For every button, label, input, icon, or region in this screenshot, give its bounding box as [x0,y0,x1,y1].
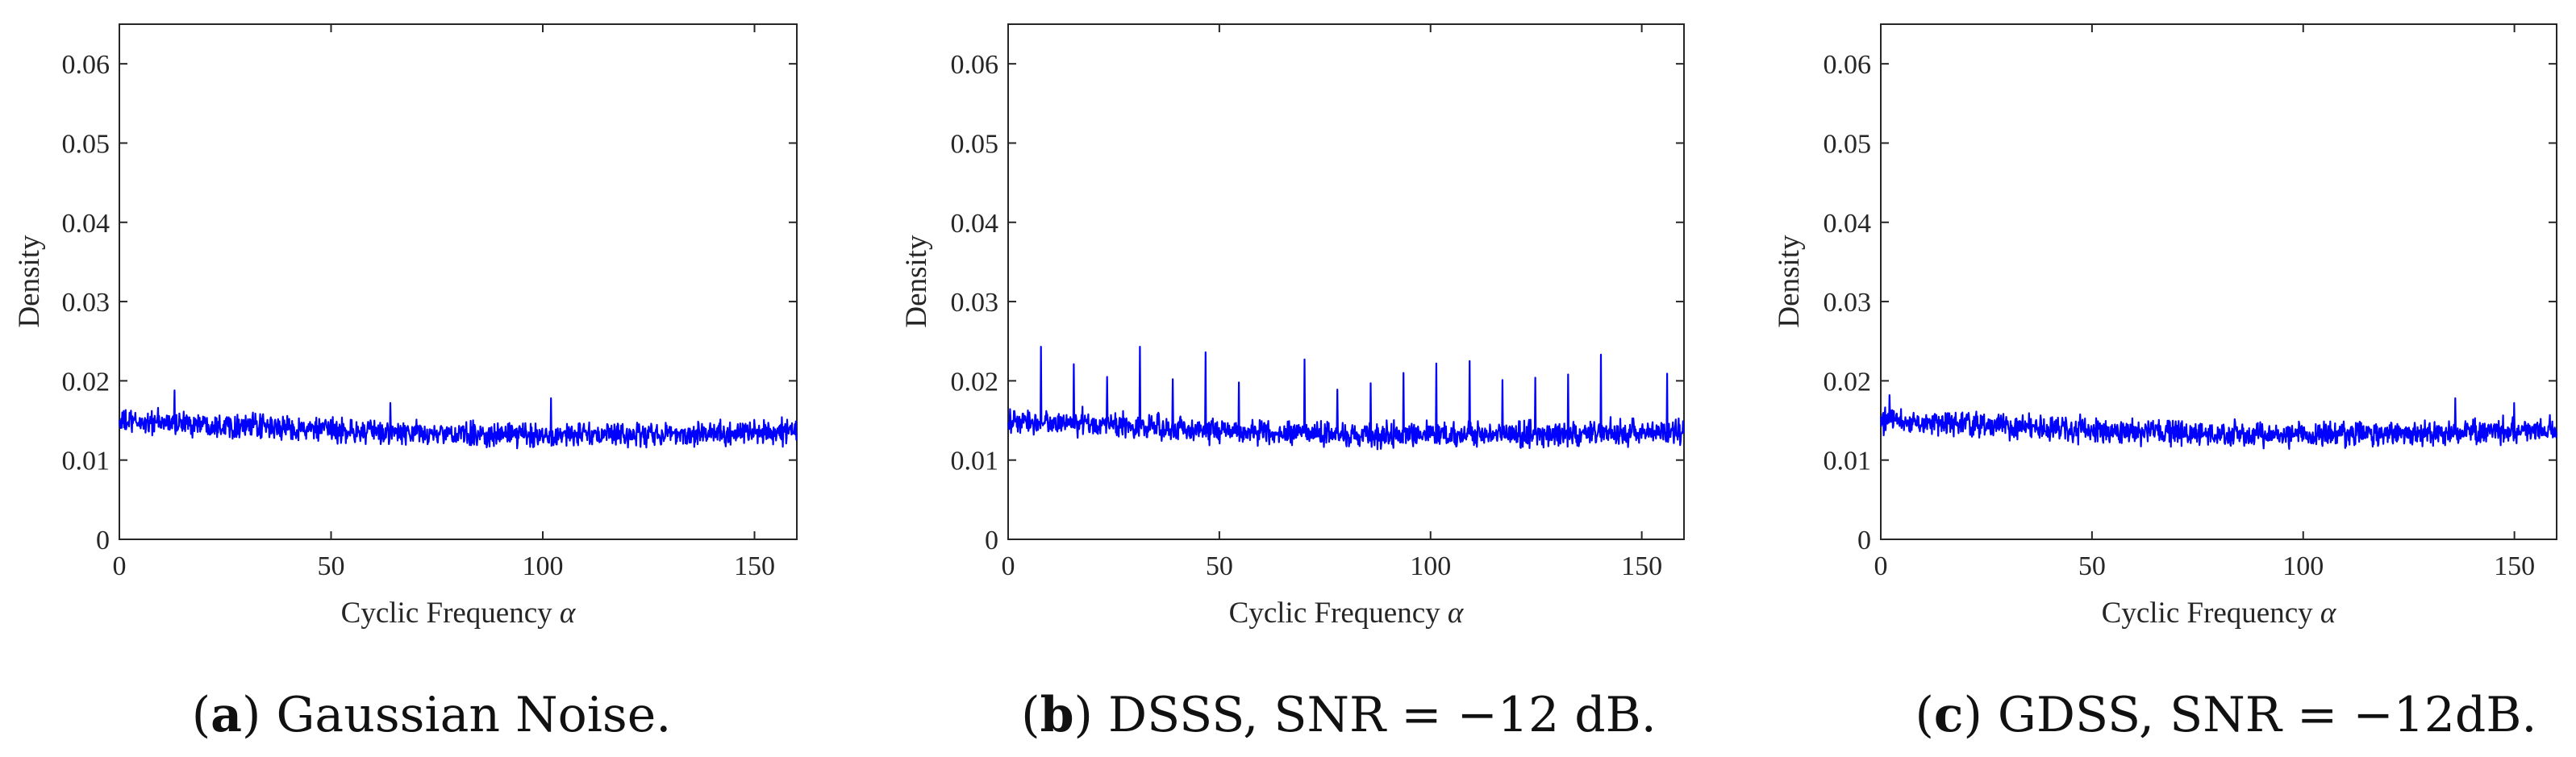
y-tick-label: 0.02 [1824,367,1872,397]
x-tick-label: 0 [1874,551,1888,581]
y-axis-label: Density [13,235,46,328]
caption: (b) DSSS, SNR = −12 dB. [1021,687,1657,743]
plot-frame [1880,23,2557,540]
y-axis-label: Density [1773,235,1806,328]
caption: (c) GDSS, SNR = −12dB. [1915,687,2536,743]
y-tick-label: 0.03 [1824,288,1872,318]
y-tick-label: 0 [96,526,110,555]
y-tick-label: 0.02 [62,367,110,397]
x-tick-label: 150 [1621,551,1662,581]
caption: (a) Gaussian Noise. [192,687,672,743]
y-tick-label: 0.04 [62,209,110,239]
y-ticks: 0 0.01 0.02 0.03 0.04 0.05 0.06 [951,50,1684,555]
x-tick-label: 100 [1410,551,1451,581]
y-tick-label: 0.06 [1824,50,1872,80]
x-tick-label: 0 [1002,551,1015,581]
y-tick-label: 0.06 [62,50,110,80]
y-ticks: 0 0.01 0.02 0.03 0.04 0.05 0.06 [62,50,797,555]
y-tick-label: 0.03 [951,288,999,318]
x-tick-label: 0 [113,551,127,581]
y-tick-label: 0.04 [951,209,999,239]
x-tick-label: 50 [1206,551,1233,581]
y-tick-label: 0 [1857,526,1871,555]
x-tick-label: 150 [2494,551,2535,581]
x-axis-label: Cyclic Frequency α [2102,597,2337,630]
plot-frame [119,23,798,540]
x-ticks: 0 50 100 150 [113,24,775,581]
x-tick-label: 100 [523,551,564,581]
x-ticks: 0 50 100 150 [1874,24,2535,581]
panel-a: 0 50 100 150 0 0.01 0.02 0.03 0.04 0.05 0.06 Cycl… [13,23,798,743]
panel-b: 0 50 100 150 0 0.01 0.02 0.03 0.04 0.05 0.06 Cycl… [900,23,1686,743]
y-ticks: 0 0.01 0.02 0.03 0.04 0.05 0.06 [1824,50,2557,555]
y-axis-label: Density [900,235,933,328]
y-tick-label: 0.02 [951,367,999,397]
y-tick-label: 0.05 [951,129,999,159]
plot-frame [1007,23,1685,540]
y-tick-label: 0.06 [951,50,999,80]
y-tick-label: 0.01 [951,447,999,476]
series-line [1007,346,1686,451]
x-tick-label: 100 [2282,551,2324,581]
y-tick-label: 0.01 [1824,447,1872,476]
y-tick-label: 0.05 [62,129,110,159]
x-tick-label: 50 [2078,551,2106,581]
panel-c: 0 50 100 150 0 0.01 0.02 0.03 0.04 0.05 0.06 Cycl… [1773,23,2558,743]
x-axis-label: Cyclic Frequency α [341,597,577,630]
y-tick-label: 0 [985,526,998,555]
series-line [118,389,798,450]
y-tick-label: 0.04 [1824,209,1872,239]
x-tick-label: 150 [734,551,775,581]
x-ticks: 0 50 100 150 [1002,24,1662,581]
x-tick-label: 50 [318,551,345,581]
y-tick-label: 0.01 [62,447,110,476]
x-axis-label: Cyclic Frequency α [1229,597,1465,630]
y-tick-label: 0.05 [1824,129,1872,159]
series-line [1879,394,2558,450]
y-tick-label: 0.03 [62,288,110,318]
